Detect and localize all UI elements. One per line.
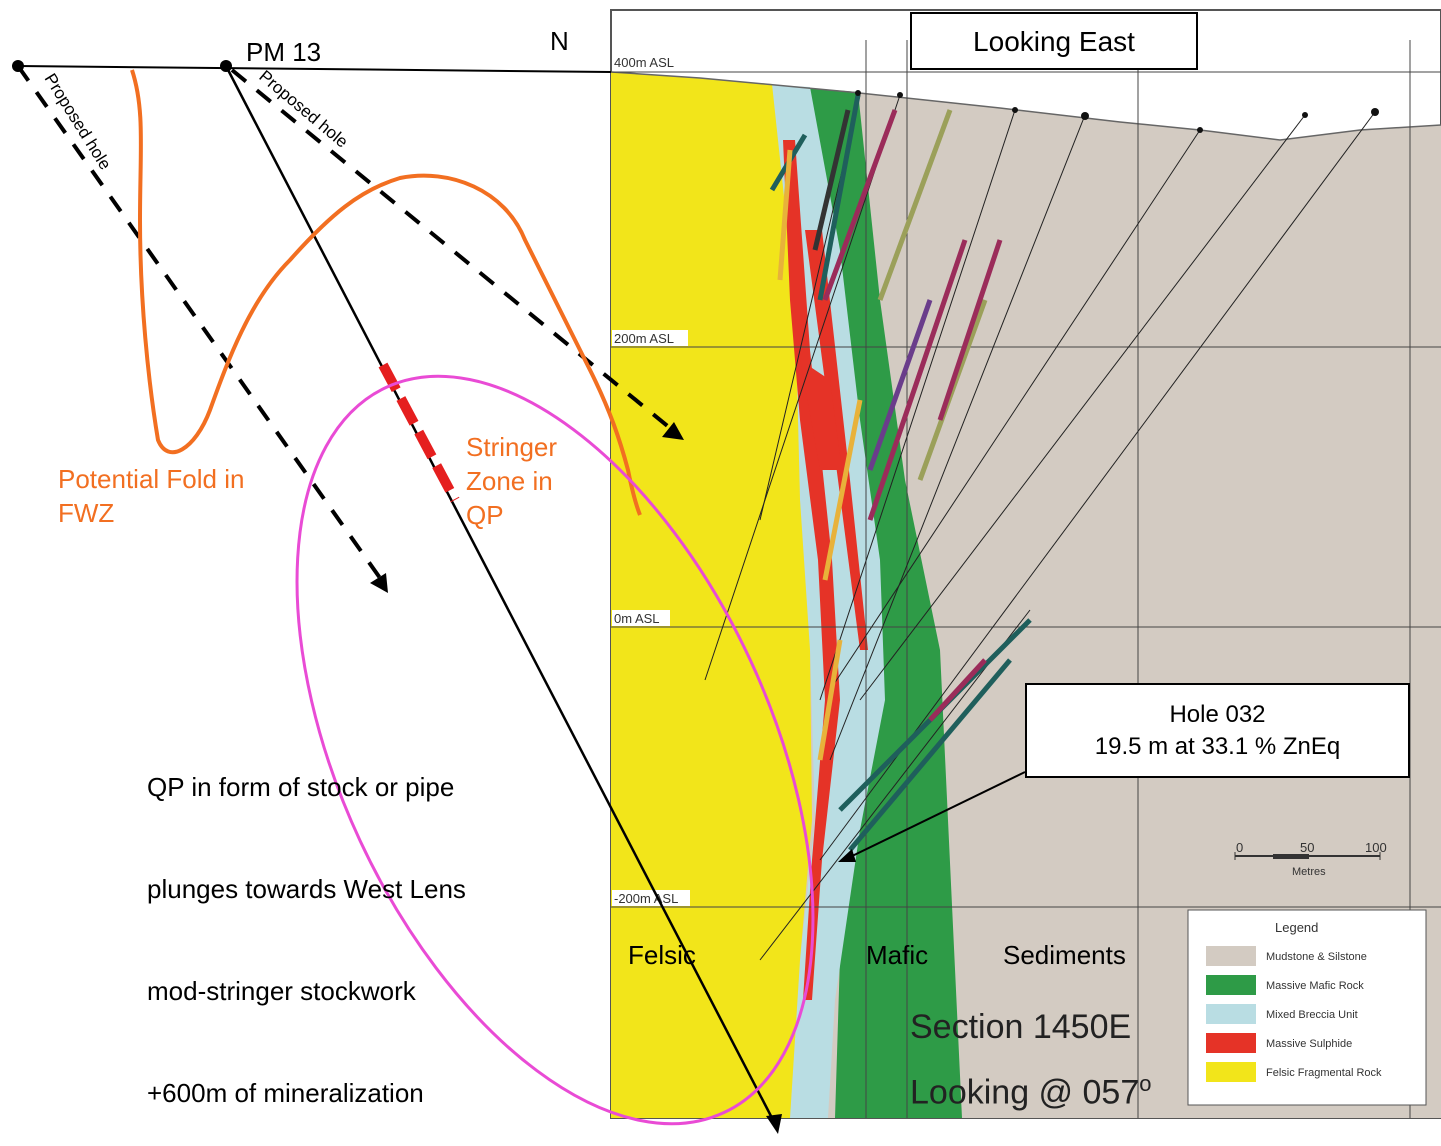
- qp-note-line: +600m of mineralization: [147, 1078, 424, 1108]
- sulphide-lens: [783, 140, 840, 1000]
- hole-032-detail: 19.5 m at 33.1 % ZnEq: [1094, 733, 1341, 760]
- potential-fold-outline: [130, 69, 642, 516]
- stringer-zone-interval: [378, 362, 460, 503]
- qp-stock-ellipse: [295, 374, 815, 1126]
- mafic-label: Mafic: [866, 940, 929, 970]
- legend-title: Legend: [1275, 920, 1318, 935]
- section-title: Section 1450E: [910, 1008, 1132, 1046]
- stringer-label-line2: Zone in: [466, 466, 553, 496]
- topography-line: [610, 71, 1441, 141]
- scale-tick-50: 50: [1300, 840, 1314, 855]
- elevation-label: 400m ASL: [614, 55, 674, 70]
- north-label: N: [550, 26, 569, 56]
- pm13-hole: [224, 65, 782, 1134]
- sulphide-lens-3: [800, 360, 842, 470]
- drill-hole-assays: [769, 94, 1032, 852]
- elevation-label: 200m ASL: [614, 331, 674, 346]
- stringer-label-line3: QP: [466, 500, 504, 530]
- degree-symbol: o: [1139, 1071, 1152, 1096]
- looking-east-label: Looking East: [973, 26, 1135, 57]
- proposed-hole-left-label: Proposed hole: [41, 70, 115, 173]
- scale-tick-0: 0: [1236, 840, 1243, 855]
- fold-label-line1: Potential Fold in: [58, 464, 245, 494]
- proposed-hole-right-label: Proposed hole: [255, 67, 351, 152]
- legend-swatch: [1206, 1062, 1256, 1082]
- elevation-label: 0m ASL: [614, 611, 660, 626]
- hole-032-callout: Hole 032 19.5 m at 33.1 % ZnEq: [1025, 683, 1410, 778]
- legend-swatch: [1206, 946, 1256, 966]
- qp-note-line: plunges towards West Lens: [147, 874, 466, 904]
- section-look-text: Looking @ 057: [910, 1073, 1140, 1112]
- qp-note-line: QP in form of stock or pipe: [147, 772, 455, 802]
- legend: Legend Mudstone & Silstone Massive Mafic …: [1187, 909, 1427, 1106]
- fold-label-line2: FWZ: [58, 498, 115, 528]
- hole-032-pointer-head: [838, 849, 856, 862]
- legend-label: Mixed Breccia Unit: [1266, 1009, 1358, 1021]
- legend-label: Massive Sulphide: [1266, 1038, 1352, 1050]
- scale-unit: Metres: [1292, 866, 1326, 878]
- hole-032-title: Hole 032: [1169, 701, 1266, 728]
- hole-032-pointer: [847, 771, 1026, 859]
- proposed-hole-right: [230, 68, 684, 440]
- section-look: Looking @ 057o: [910, 1063, 1151, 1113]
- legend-label: Felsic Fragmental Rock: [1266, 1067, 1382, 1079]
- cross-section-panel: [610, 9, 1441, 1119]
- legend-swatch: [1206, 975, 1256, 995]
- elevation-label: -200m ASL: [614, 891, 678, 906]
- collar-markers: [855, 90, 1379, 133]
- looking-east-box: Looking East: [910, 12, 1198, 70]
- legend-label: Massive Mafic Rock: [1266, 980, 1364, 992]
- fold-label: Potential Fold in FWZ: [58, 462, 244, 530]
- legend-label: Mudstone & Silstone: [1266, 951, 1367, 963]
- scale-bar: [1234, 852, 1381, 860]
- sediments-label: Sediments: [1003, 940, 1126, 970]
- stringer-label-line1: Stringer: [466, 432, 558, 462]
- qp-note-line: mod-stringer stockwork: [147, 976, 416, 1006]
- felsic-label: Felsic: [628, 940, 696, 970]
- stringer-label: Stringer Zone in QP: [466, 430, 557, 532]
- pm13-label: PM 13: [246, 37, 321, 67]
- scale-tick-100: 100: [1365, 840, 1387, 855]
- legend-swatch: [1206, 1033, 1256, 1053]
- legend-swatch: [1206, 1004, 1256, 1024]
- qp-note: QP in form of stock or pipe plunges towa…: [147, 702, 466, 1144]
- surface-line: [17, 65, 612, 73]
- proposed-hole-left: [16, 64, 388, 593]
